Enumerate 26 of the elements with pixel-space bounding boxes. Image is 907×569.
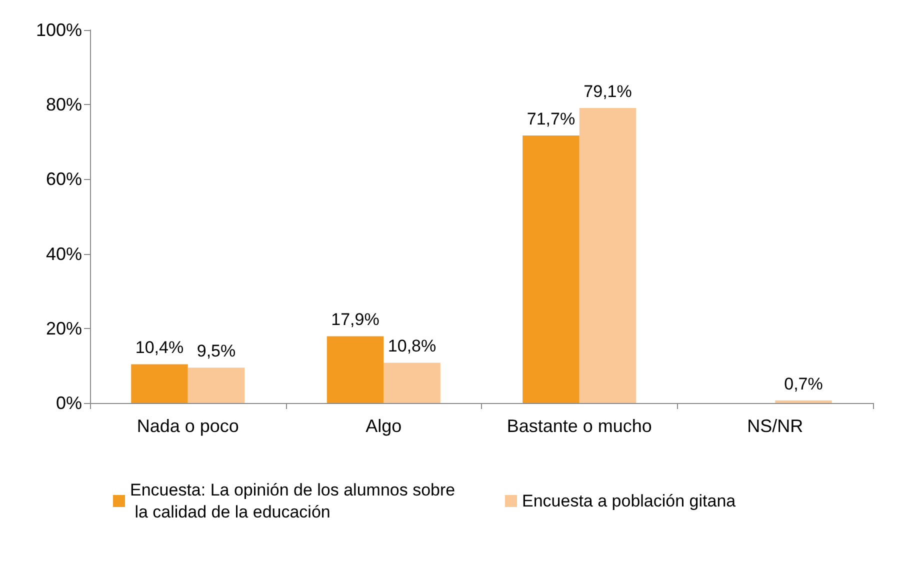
bar: [579, 108, 636, 403]
y-tick-label: 80%: [46, 94, 82, 115]
x-tick-label: NS/NR: [747, 416, 804, 436]
bar: [188, 368, 245, 403]
y-tick-label: 20%: [46, 318, 82, 338]
y-tick-label: 100%: [36, 20, 82, 40]
x-tick-label: Algo: [366, 416, 402, 436]
data-label: 10,4%: [135, 338, 184, 358]
data-label: 9,5%: [196, 342, 236, 361]
legend-label: Encuesta a población gitana: [522, 492, 736, 510]
x-tick-label: Nada o poco: [136, 416, 239, 436]
data-label: 10,8%: [388, 336, 436, 356]
y-tick-label: 40%: [46, 244, 82, 264]
bar: [522, 136, 580, 403]
data-label: 0,7%: [784, 374, 823, 394]
bar: [384, 362, 440, 403]
data-label: 17,9%: [331, 310, 380, 330]
data-label: 79,1%: [584, 82, 632, 101]
y-tick-label: 60%: [46, 169, 82, 190]
data-label: 71,7%: [526, 110, 576, 129]
y-tick-label: 0%: [56, 393, 82, 413]
bar: [775, 400, 832, 403]
bar: [131, 364, 188, 403]
legend-label: Encuesta: La opinión de los alumnos sobre la calidad de la educación: [130, 480, 456, 522]
x-tick-label: Bastante o mucho: [506, 416, 652, 436]
bar: [326, 336, 384, 403]
